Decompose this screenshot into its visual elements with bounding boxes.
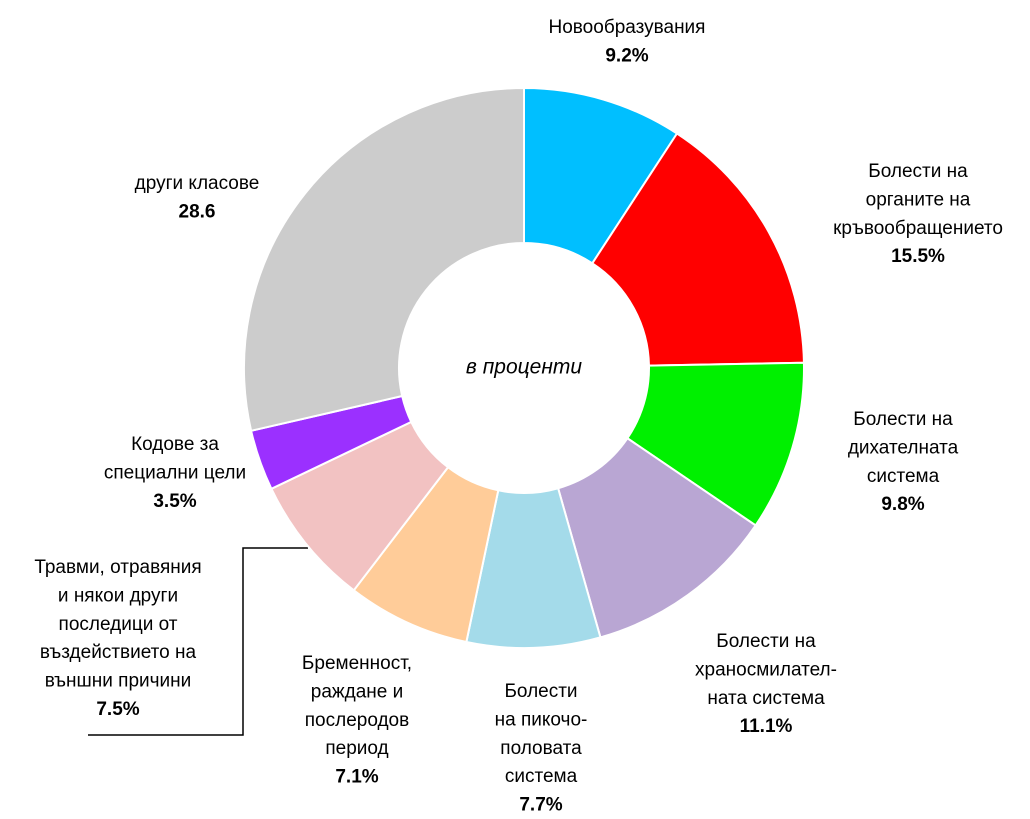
slice-label: последици от [59,614,178,635]
value-label: 7.5% [96,699,139,720]
slice-label: въздействието на [40,642,197,663]
slice-label: храносмилател- [695,659,837,680]
slice-label: Новообразувания [549,17,706,38]
value-label: 15.5% [891,246,945,267]
value-label: 28.6 [179,201,216,222]
donut [243,86,805,649]
slice-label: кръвообращението [833,218,1003,239]
slice-label: Болести на [716,631,816,652]
slice [590,132,805,367]
value-label: 11.1% [740,716,793,737]
slice-label: на пикочо- [495,709,588,730]
slice-label: система [867,466,940,487]
slice-label: други класове [135,173,260,194]
slice-label: и някои други [58,585,178,606]
slice [556,436,757,639]
slice-label: Болести на [868,161,968,182]
slice-label: половата [500,738,582,759]
slice-label: система [505,766,578,787]
slice-label: Кодове за [131,434,219,455]
center-label: в проценти [466,356,582,379]
value-label: 3.5% [153,491,196,512]
slice-label: раждане и [311,681,403,702]
slice-label: послеродов [305,710,409,731]
slice-label: Болести на [853,409,953,430]
slice-label: органите на [866,189,971,210]
leader-line [88,547,308,736]
slice-label: ната система [707,688,825,709]
value-label: 9.8% [881,494,924,515]
slice [243,86,525,432]
slice-label: специални цели [104,462,246,483]
slice-label: Бременност, [302,653,412,674]
slice-label: период [325,738,388,759]
value-label: 9.2% [605,45,648,66]
slice-label: Травми, отравяния [34,557,201,578]
slice-label: външни причини [45,671,192,692]
slice-label: Болести [504,681,577,702]
value-label: 7.1% [335,767,378,788]
slice-label: дихателната [848,437,959,458]
value-label: 7.7% [519,795,562,814]
